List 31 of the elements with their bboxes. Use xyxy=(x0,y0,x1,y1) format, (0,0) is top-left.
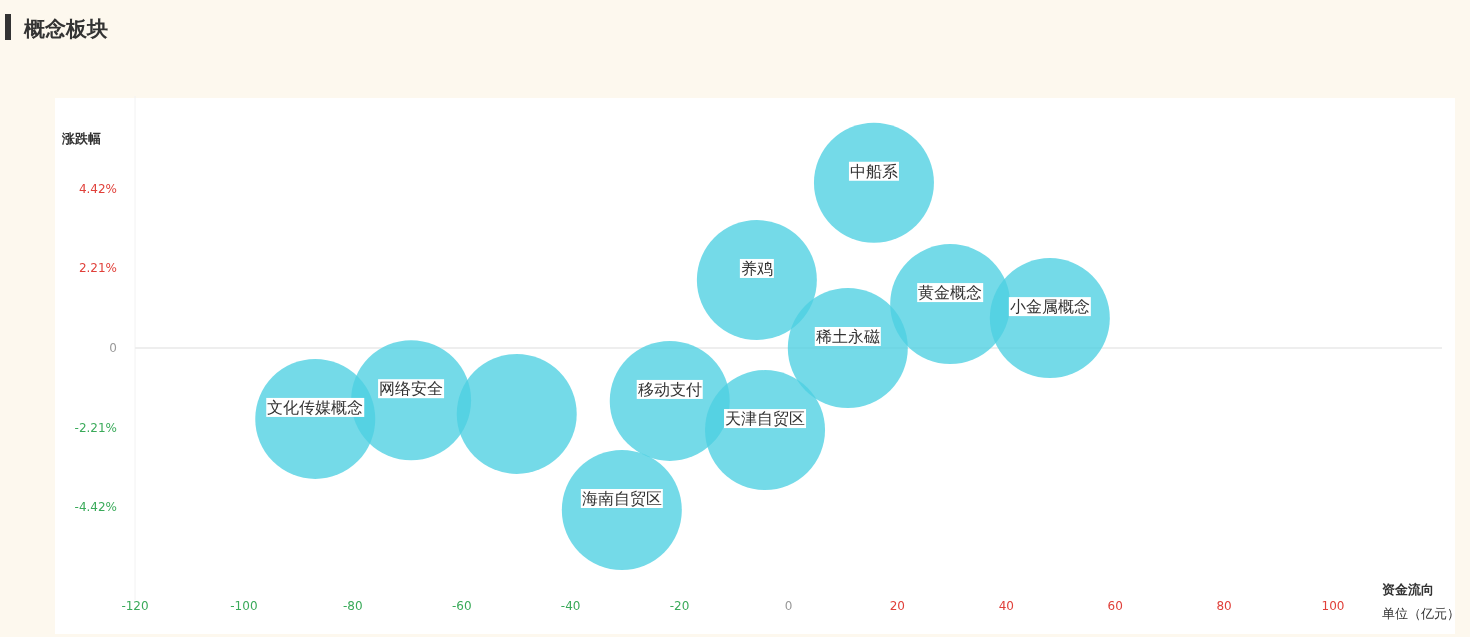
x-tick-label: -100 xyxy=(230,599,258,613)
series-label: 中船系 xyxy=(849,161,898,181)
x-tick-label: 100 xyxy=(1321,599,1345,613)
x-tick-label: -80 xyxy=(343,599,363,613)
series-label: 养鸡 xyxy=(740,258,773,278)
chart-title: 概念板块 xyxy=(23,17,108,41)
series-label: 文化传媒概念 xyxy=(267,397,364,417)
series-label: 海南自贸区 xyxy=(581,489,662,508)
x-axis-title: 资金流向 xyxy=(1382,582,1434,597)
x-tick-label: 80 xyxy=(1216,599,1232,613)
y-tick-label: 0 xyxy=(109,341,117,355)
x-tick-label: -40 xyxy=(560,599,581,613)
y-tick-label: -4.42% xyxy=(74,500,117,515)
series-label: 小金属概念 xyxy=(1009,297,1090,317)
x-tick-label: -60 xyxy=(451,599,472,613)
y-tick-label: -2.21% xyxy=(74,420,117,435)
series-label: 天津自贸区 xyxy=(725,409,806,429)
series-label: 黄金概念 xyxy=(918,283,983,303)
x-tick-label: 0 xyxy=(784,599,793,613)
series-label: 移动支付 xyxy=(637,379,702,399)
x-tick-label: 60 xyxy=(1107,599,1123,613)
y-axis-title: 涨跌幅 xyxy=(61,131,101,146)
text: 单位（亿元） xyxy=(1382,606,1460,621)
y-tick-label: 2.21% xyxy=(78,261,117,276)
x-tick-label: 20 xyxy=(889,599,905,613)
x-tick-label: -120 xyxy=(121,599,149,613)
y-tick-label: 4.42% xyxy=(78,181,117,196)
x-tick-label: -20 xyxy=(669,599,690,613)
x-tick-label: 40 xyxy=(998,599,1014,613)
series-label: 稀土永磁 xyxy=(815,327,880,346)
series-label: 网络安全 xyxy=(379,379,444,399)
